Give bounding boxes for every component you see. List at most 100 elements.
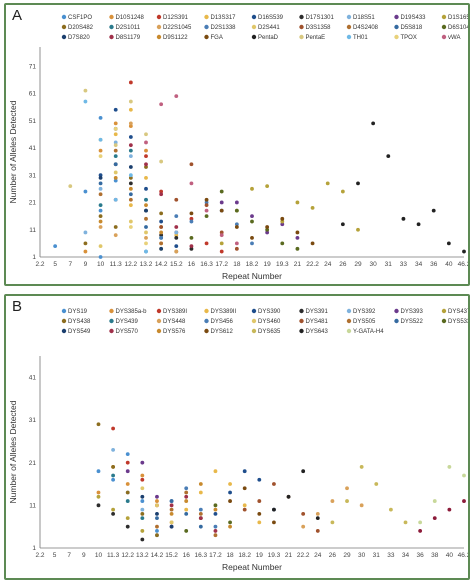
data-point xyxy=(315,529,320,533)
data-point xyxy=(257,520,262,525)
data-point xyxy=(213,533,218,538)
data-point xyxy=(144,165,148,169)
x-tick-label: 14.2 xyxy=(151,552,164,559)
data-point xyxy=(301,524,306,529)
y-tick-label: 41 xyxy=(29,145,37,152)
legend-label: D2S1338 xyxy=(211,25,237,31)
legend-label: DYS392 xyxy=(353,309,376,315)
x-tick-label: 26 xyxy=(329,552,337,559)
data-point xyxy=(174,197,179,202)
data-point xyxy=(174,94,179,98)
data-point xyxy=(128,219,133,224)
legend-label: DYS570 xyxy=(116,329,139,335)
legend-marker xyxy=(346,318,352,324)
data-point xyxy=(83,189,88,194)
y-tick-label: 11 xyxy=(29,503,36,510)
data-point xyxy=(169,507,174,512)
data-point xyxy=(228,482,232,486)
x-tick-label: 31 xyxy=(385,261,393,268)
legend-label: CSF1PO xyxy=(68,15,92,21)
data-point xyxy=(345,499,349,503)
data-point xyxy=(198,516,203,521)
panel-b-label: B xyxy=(12,298,23,315)
data-point xyxy=(144,241,148,246)
data-point xyxy=(184,529,189,533)
data-point xyxy=(83,230,88,235)
x-tick-label: 15.2 xyxy=(165,552,178,559)
x-tick-label: 2.2 xyxy=(35,261,44,268)
data-point xyxy=(234,200,239,205)
data-point xyxy=(272,482,276,486)
data-point xyxy=(189,236,194,240)
legend-label: DYS448 xyxy=(163,319,186,325)
data-point xyxy=(128,107,133,112)
data-point xyxy=(242,486,247,491)
legend-label: D10S1248 xyxy=(116,15,145,21)
x-tick-label: 15.2 xyxy=(170,261,183,268)
data-point xyxy=(98,173,103,178)
data-point xyxy=(113,143,118,148)
legend-marker xyxy=(61,14,67,20)
data-point xyxy=(257,477,262,482)
data-point xyxy=(83,241,88,246)
legend-marker xyxy=(61,308,67,314)
data-point xyxy=(155,524,159,529)
data-point xyxy=(144,225,148,229)
data-point xyxy=(301,511,306,516)
data-point xyxy=(96,422,101,427)
legend-marker xyxy=(61,34,67,40)
data-point xyxy=(96,469,101,474)
legend-marker xyxy=(204,308,209,314)
data-point xyxy=(140,511,145,516)
data-point xyxy=(144,154,148,158)
data-point xyxy=(128,80,133,85)
x-tick-label: 5 xyxy=(53,552,57,559)
data-point xyxy=(242,469,247,474)
legend-marker xyxy=(394,308,399,314)
x-tick-label: 29 xyxy=(354,261,362,268)
data-point xyxy=(219,249,224,254)
x-tick-label: 18.2 xyxy=(246,261,259,268)
data-point xyxy=(213,511,218,516)
data-point xyxy=(198,482,203,486)
data-point xyxy=(159,233,164,238)
data-point xyxy=(144,236,148,240)
data-point xyxy=(125,469,130,474)
data-point xyxy=(315,511,320,516)
x-tick-label: 12.2 xyxy=(125,261,138,268)
legend-label: D6S1043 xyxy=(448,25,468,31)
x-tick-label: 31 xyxy=(373,552,381,559)
y-tick-label: 1 xyxy=(32,254,36,261)
data-point xyxy=(159,219,164,224)
x-tick-label: 13.2 xyxy=(140,261,153,268)
legend-label: D17S1301 xyxy=(306,15,335,21)
data-point xyxy=(432,516,437,521)
data-point xyxy=(113,225,118,229)
data-point xyxy=(111,465,116,469)
data-point xyxy=(113,170,118,175)
legend-label: DYS533 xyxy=(448,319,468,325)
data-point xyxy=(140,507,145,512)
data-point xyxy=(250,219,254,224)
data-point xyxy=(234,222,239,227)
data-point xyxy=(403,520,408,525)
y-tick-label: 1 xyxy=(32,545,36,552)
data-point xyxy=(155,511,159,516)
data-point xyxy=(228,520,232,525)
data-point xyxy=(280,216,285,221)
data-point xyxy=(310,241,315,246)
x-tick-label: 22.2 xyxy=(297,552,310,559)
data-point xyxy=(98,176,103,180)
data-point xyxy=(128,181,133,186)
data-point xyxy=(250,241,254,246)
x-tick-label: 18.2 xyxy=(238,552,251,559)
data-point xyxy=(272,520,276,525)
legend-marker xyxy=(109,24,114,30)
legend-label: FGA xyxy=(211,35,223,41)
data-point xyxy=(113,107,118,112)
legend-label: D13S317 xyxy=(211,15,237,21)
panel-a-label: A xyxy=(12,7,23,24)
legend-label: DYS612 xyxy=(211,329,234,335)
data-point xyxy=(128,173,133,178)
legend-marker xyxy=(204,14,209,20)
